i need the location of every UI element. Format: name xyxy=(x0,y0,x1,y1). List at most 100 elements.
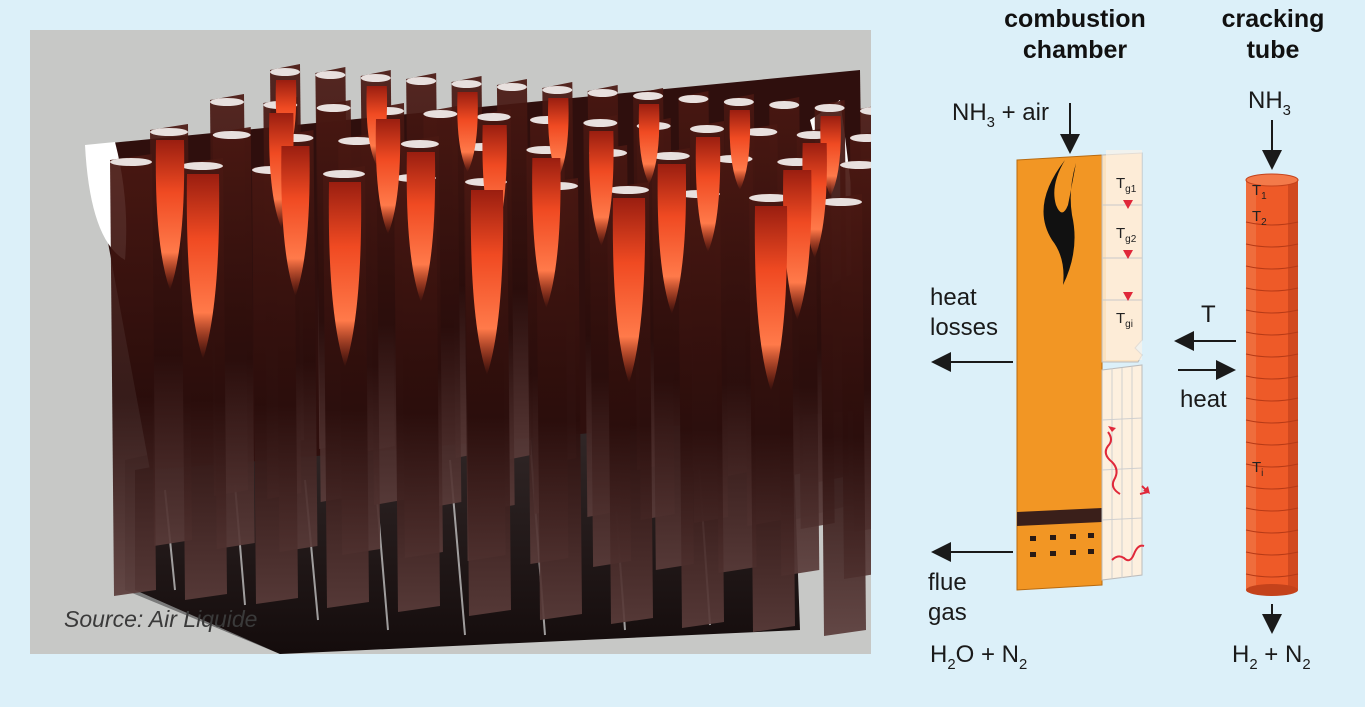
label-line: flue xyxy=(928,569,967,596)
flue-products-label: H2O + N2 xyxy=(930,640,1027,673)
tube-cap xyxy=(210,98,244,106)
label-subscript: 2 xyxy=(1302,656,1311,673)
tube-segment-line xyxy=(1245,221,1299,226)
label-text: T xyxy=(1116,225,1126,242)
flame xyxy=(532,158,561,308)
label-subscript: 3 xyxy=(1282,102,1291,119)
fin-plate xyxy=(820,194,866,636)
tube-segment-line xyxy=(1245,529,1299,534)
label-subscript: g1 xyxy=(1125,184,1137,195)
tube-cap xyxy=(315,71,346,79)
label-line: gas xyxy=(928,599,967,626)
combustion-chamber-heading: combustion chamber xyxy=(990,4,1160,66)
tube-segment-line xyxy=(1245,375,1299,380)
tube-cap xyxy=(110,158,152,166)
label-text: T xyxy=(1252,459,1262,476)
tube-cap xyxy=(270,68,300,76)
label-text: + N xyxy=(1257,641,1303,668)
flame xyxy=(186,174,220,359)
flame xyxy=(638,104,660,184)
tube-cap xyxy=(607,186,649,194)
flame xyxy=(328,182,362,367)
tube-segment-line xyxy=(1245,265,1299,270)
label-text: NH xyxy=(952,99,987,126)
tube-segment-line xyxy=(1245,573,1299,578)
label-subscript: 2 xyxy=(1018,656,1028,673)
tube-cap xyxy=(840,161,871,169)
heading-line: chamber xyxy=(1022,36,1128,64)
tube-segment-line xyxy=(1245,441,1299,446)
label-subscript: gi xyxy=(1125,319,1133,330)
tube-segment-line xyxy=(1245,397,1299,402)
tube-segment-line xyxy=(1245,331,1299,336)
tube-inlet-label: NH3 xyxy=(1248,86,1291,119)
tube-products-label: H2 + N2 xyxy=(1232,640,1311,673)
gas-column xyxy=(1101,150,1150,581)
label-text: T xyxy=(1252,208,1262,225)
flame xyxy=(783,170,812,320)
temperature-markers xyxy=(1123,200,1133,301)
tube-cap xyxy=(360,74,391,82)
tube-cap xyxy=(769,101,800,109)
tube-cap xyxy=(723,98,754,106)
tube-segment-line xyxy=(1245,353,1299,358)
tube-cap xyxy=(743,128,778,136)
fin-plate xyxy=(714,151,757,573)
chamber-band xyxy=(1017,508,1102,526)
flame xyxy=(281,146,310,296)
tube-cap xyxy=(651,152,690,160)
cracking-tube xyxy=(1245,173,1299,596)
label-text: NH xyxy=(1248,87,1283,114)
flame xyxy=(470,190,504,375)
tube-cap xyxy=(860,107,871,115)
label-text: T xyxy=(1252,182,1262,199)
tube-cap xyxy=(820,198,862,206)
label-text: T xyxy=(1116,175,1126,192)
flame xyxy=(375,119,401,234)
tube-segment-line xyxy=(1245,309,1299,314)
label-subscript: 1 xyxy=(1261,191,1267,202)
tube-segment-line xyxy=(1245,551,1299,556)
furnace-schematic: combustion chamber cracking tube NH3 + a… xyxy=(880,0,1365,707)
label-subscript: 2 xyxy=(1249,656,1258,673)
furnace-render-image: Source: Air Liquide xyxy=(30,30,871,654)
chamber-burner-holes xyxy=(1030,533,1094,557)
tube-cap xyxy=(583,119,618,127)
label-subscript: g2 xyxy=(1125,234,1137,245)
tube-segment-line xyxy=(1245,287,1299,292)
tube-cap xyxy=(150,128,188,136)
heat-losses-label: heat losses xyxy=(930,283,998,343)
tube-segment-line xyxy=(1245,507,1299,512)
tube-cap xyxy=(423,110,458,118)
tube-cap xyxy=(814,104,845,112)
label-subscript: 3 xyxy=(986,114,995,131)
label-text: O + N xyxy=(955,641,1019,668)
fin-plate xyxy=(110,154,156,596)
tube-cap xyxy=(496,83,527,91)
heading-line: combustion xyxy=(1004,5,1146,33)
tube-cap xyxy=(476,113,511,121)
gas-temp-label: Tg2 xyxy=(1116,225,1137,245)
flame xyxy=(754,206,788,391)
flame xyxy=(457,92,478,172)
heading-line: tube xyxy=(1246,36,1300,64)
tube-cap xyxy=(542,86,573,94)
flame xyxy=(155,140,185,290)
furnace-render-graphic xyxy=(85,64,871,654)
label-line: heat xyxy=(930,284,977,311)
cracking-tube-heading: cracking tube xyxy=(1210,4,1336,66)
tube-cap xyxy=(451,80,482,88)
tube-cap xyxy=(323,170,365,178)
label-subscript: i xyxy=(1261,468,1264,479)
gas-temp-label: Tgi xyxy=(1116,310,1133,330)
label-text: + air xyxy=(994,99,1049,126)
label-line: losses xyxy=(930,314,999,341)
tube-cap xyxy=(406,77,437,85)
fin-plate xyxy=(678,186,724,628)
heat-arrow-label: heat xyxy=(1180,386,1227,413)
burner-flame-icon xyxy=(1043,160,1076,285)
label-text: H xyxy=(930,641,948,668)
source-caption: Source: Air Liquide xyxy=(64,606,258,632)
label-text: H xyxy=(1232,641,1250,668)
tube-segment-line xyxy=(1245,419,1299,424)
